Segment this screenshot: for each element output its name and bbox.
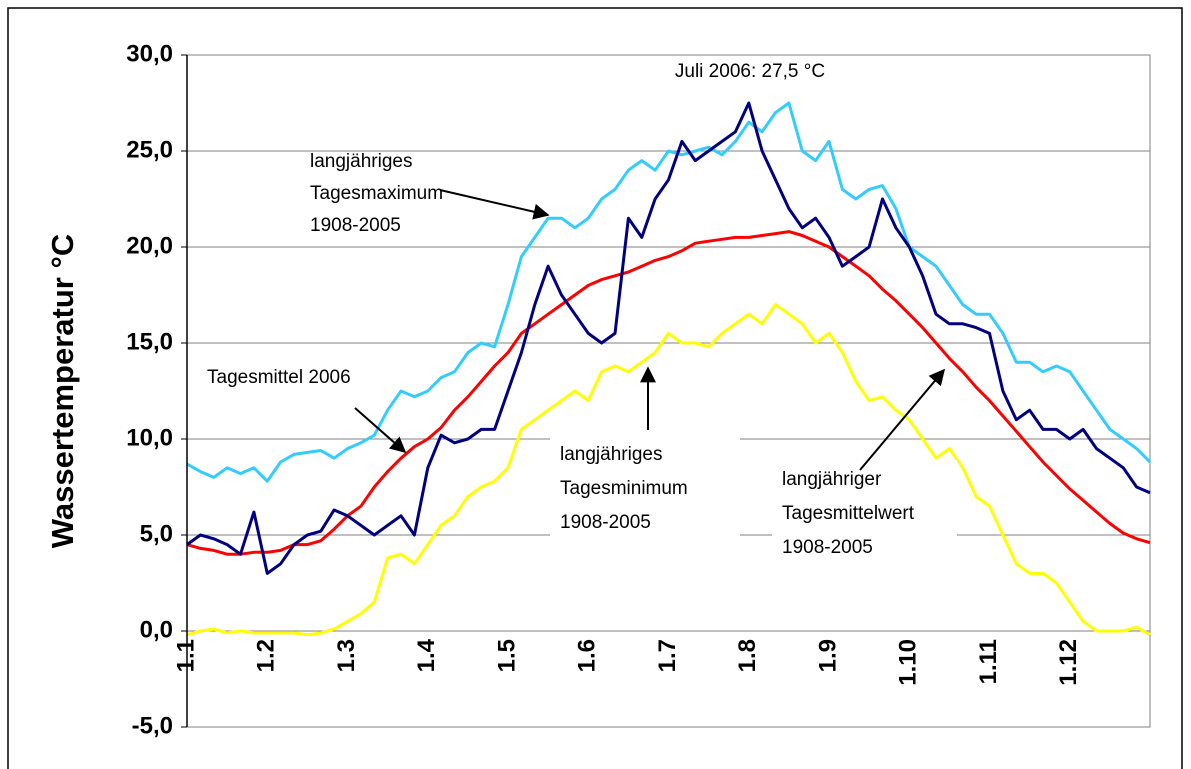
- series-lines: [186, 101, 1152, 637]
- y-tick-label: 30,0: [126, 40, 173, 67]
- grid: [186, 54, 1151, 728]
- y-tick-label: 20,0: [126, 232, 173, 259]
- annotation: langjähriges: [560, 444, 662, 465]
- arrow: [439, 189, 550, 220]
- y-tick-label: 5,0: [140, 520, 173, 547]
- arrows: [354, 189, 946, 471]
- y-tick-label: 25,0: [126, 136, 173, 163]
- x-tick-label: 1.4: [413, 638, 440, 672]
- annotation-bg: [772, 460, 957, 570]
- y-tick-label: 15,0: [126, 328, 173, 355]
- annotation: 1908-2005: [782, 537, 873, 558]
- axes: -5,0 0,0 5,0 10,0 15,0 20,0 25,0 30,0 Wassertemp…: [45, 40, 1082, 739]
- x-tick-label: 1.1: [172, 639, 199, 672]
- arrow: [859, 368, 946, 471]
- y-tick-label: 0,0: [140, 616, 173, 643]
- x-tick-label: 1.2: [253, 639, 280, 672]
- y-tick-label: -5,0: [132, 712, 173, 739]
- annotation: Tagesmittel 2006: [207, 367, 351, 388]
- x-tick-label: 1.9: [814, 639, 841, 672]
- x-tick-label: 1.7: [654, 639, 681, 672]
- annotation: Tagesmaximum: [310, 183, 443, 204]
- annotation: Tagesmittelwert: [782, 503, 915, 524]
- x-tick-label: 1.3: [333, 639, 360, 672]
- annotation: langjähriger: [782, 469, 882, 490]
- x-tick-label: 1.8: [734, 639, 761, 672]
- annotation: Juli 2006: 27,5 °C: [675, 61, 825, 82]
- x-tick-label: 1.10: [895, 639, 922, 686]
- series-line: [186, 101, 1151, 575]
- x-tick-label: 1.5: [493, 639, 520, 672]
- plot-area: [186, 54, 1151, 728]
- x-tick-label: 1.12: [1055, 639, 1082, 686]
- y-tick-label: 10,0: [126, 424, 173, 451]
- y-axis-title: Wassertemperatur °C: [45, 234, 80, 548]
- annotation: 1908-2005: [560, 512, 651, 533]
- annotations: Juli 2006: 27,5 °C langjähriges Tagesmaxim…: [207, 61, 957, 570]
- annotation: langjähriges: [310, 151, 412, 172]
- annotation: 1908-2005: [310, 215, 401, 236]
- series-line: [186, 303, 1151, 637]
- x-tick-label: 1.6: [574, 639, 601, 672]
- annotation: Tagesminimum: [560, 478, 688, 499]
- series-line: [186, 101, 1152, 483]
- annotation-bg: [550, 435, 740, 545]
- arrow: [354, 407, 407, 454]
- x-tick-label: 1.11: [975, 639, 1002, 684]
